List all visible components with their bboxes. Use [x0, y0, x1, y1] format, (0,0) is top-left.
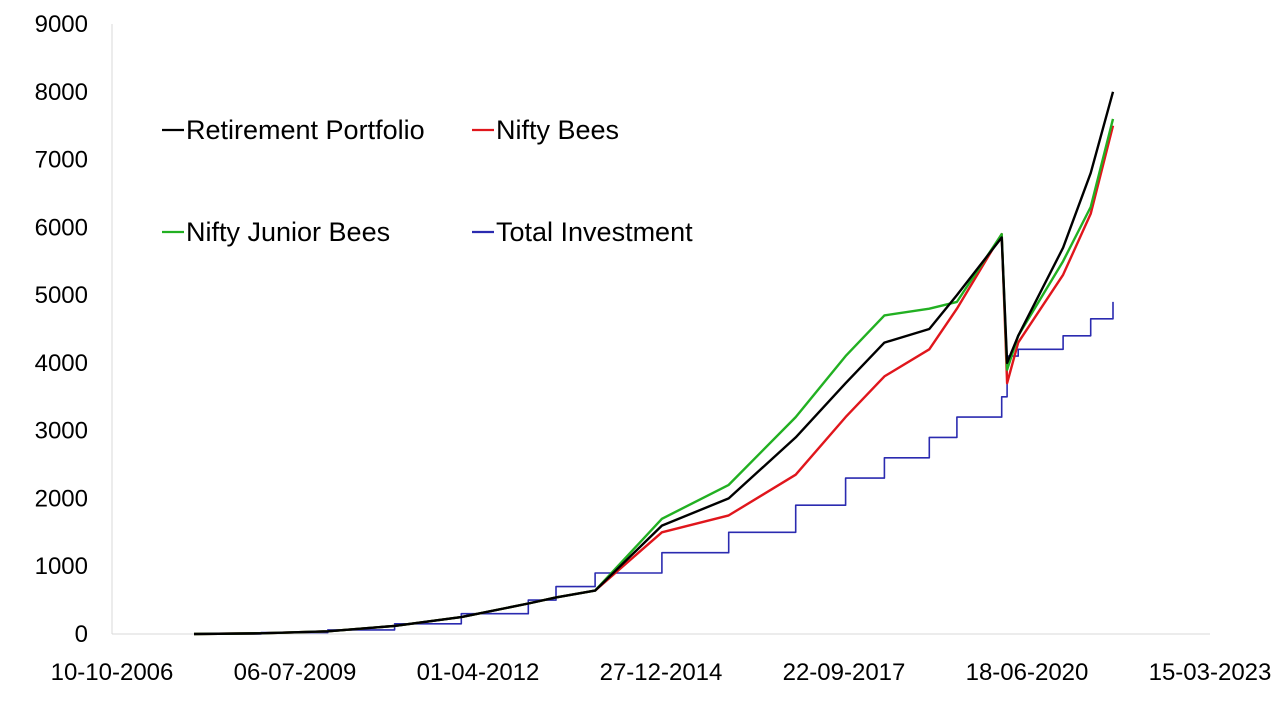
series-line-retirement-portfolio	[193, 91, 1115, 636]
x-tick-labels: 10-10-2006 06-07-2009 01-04-2012 27-12-2014…	[51, 659, 1272, 686]
series-line-nifty-junior-bees	[193, 118, 1115, 636]
y-tick-labels: 0 1000 2000 3000 4000 5000 6000 7000 8000 9000	[35, 11, 88, 648]
y-tick-label: 1000	[35, 553, 88, 580]
legend-label: Retirement Portfolio	[186, 115, 425, 145]
y-tick-label: 8000	[35, 79, 88, 106]
legend-item-nifty-bees: Nifty Bees	[472, 115, 619, 145]
series-group	[193, 91, 1115, 636]
legend: Retirement Portfolio Nifty Bees Nifty Juni…	[162, 115, 693, 247]
y-tick-label: 9000	[35, 11, 88, 38]
y-tick-label: 0	[75, 621, 88, 648]
y-tick-label: 6000	[35, 214, 88, 241]
y-tick-label: 4000	[35, 350, 88, 377]
x-tick-label: 01-04-2012	[417, 659, 540, 686]
y-tick-label: 2000	[35, 485, 88, 512]
x-tick-label: 10-10-2006	[51, 659, 174, 686]
legend-label: Nifty Junior Bees	[186, 217, 390, 247]
legend-item-retirement-portfolio: Retirement Portfolio	[162, 115, 425, 145]
y-tick-label: 7000	[35, 147, 88, 174]
y-tick-label: 5000	[35, 282, 88, 309]
y-tick-label: 3000	[35, 418, 88, 445]
x-tick-label: 27-12-2014	[600, 659, 723, 686]
axes	[111, 24, 1210, 635]
x-tick-label: 18-06-2020	[966, 659, 1089, 686]
x-tick-label: 06-07-2009	[234, 659, 357, 686]
x-tick-label: 22-09-2017	[783, 659, 906, 686]
legend-item-total-investment: Total Investment	[472, 217, 693, 247]
x-tick-label: 15-03-2023	[1149, 659, 1272, 686]
legend-item-nifty-junior-bees: Nifty Junior Bees	[162, 217, 390, 247]
series-line-total-investment	[194, 301, 1114, 635]
legend-label: Nifty Bees	[496, 115, 619, 145]
series-line-nifty-bees	[193, 125, 1115, 636]
legend-label: Total Investment	[496, 217, 693, 247]
